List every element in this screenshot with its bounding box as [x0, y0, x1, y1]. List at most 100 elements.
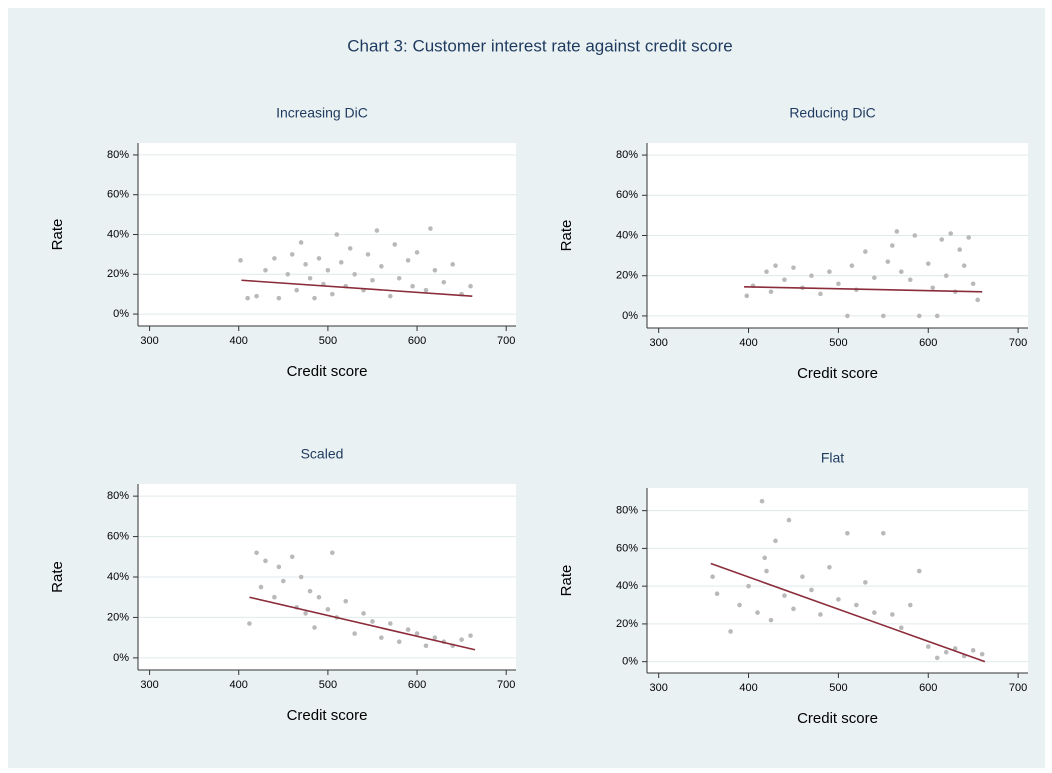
point	[352, 631, 357, 636]
point	[468, 283, 473, 289]
x-tick-label: 700	[1009, 682, 1027, 694]
y-tick-label: 60%	[107, 530, 129, 542]
point	[952, 646, 958, 651]
point	[316, 256, 322, 261]
point	[970, 648, 976, 653]
point	[925, 261, 931, 266]
y-tick-label: 0%	[113, 308, 129, 320]
y-tick-label: 40%	[616, 580, 638, 592]
point	[872, 610, 877, 615]
point	[827, 564, 832, 570]
x-tick-label: 500	[319, 679, 337, 691]
point	[948, 231, 954, 236]
point	[405, 258, 411, 263]
x-axis-label: Credit score	[797, 710, 878, 727]
point	[410, 283, 415, 289]
point	[276, 564, 282, 570]
point	[316, 594, 322, 600]
point	[737, 602, 742, 608]
y-tick-label: 40%	[107, 571, 129, 583]
x-axis-label: Credit score	[287, 707, 368, 724]
y-tick-label: 0%	[113, 652, 129, 664]
x-tick-label: 400	[230, 679, 248, 691]
point	[414, 250, 420, 255]
point	[361, 611, 366, 616]
point	[863, 249, 868, 254]
point	[272, 256, 277, 261]
point	[330, 291, 335, 297]
point	[773, 263, 778, 268]
point	[762, 555, 768, 561]
y-tick-label: 60%	[616, 189, 638, 201]
point	[303, 262, 308, 267]
point	[387, 621, 393, 626]
point	[370, 619, 375, 624]
x-tick-label: 500	[829, 682, 847, 694]
point	[943, 649, 949, 655]
y-tick-label: 20%	[616, 618, 638, 630]
point	[289, 554, 295, 560]
point	[450, 262, 456, 267]
point	[881, 531, 886, 536]
point	[744, 293, 750, 299]
point	[281, 578, 286, 584]
fit-line	[744, 285, 983, 293]
point	[343, 598, 349, 604]
point	[773, 538, 778, 544]
y-tick-label: 20%	[616, 270, 638, 282]
x-tick-label: 700	[497, 679, 515, 691]
point	[710, 574, 715, 580]
point	[916, 568, 922, 574]
y-tick-label: 80%	[616, 149, 638, 161]
point	[254, 550, 259, 556]
point	[379, 635, 384, 640]
point	[934, 313, 940, 319]
point	[966, 235, 971, 240]
point	[428, 226, 433, 231]
point	[907, 602, 913, 608]
point	[432, 635, 438, 640]
point	[307, 588, 313, 594]
point	[352, 271, 357, 277]
y-tick-label: 40%	[616, 229, 638, 241]
point	[791, 606, 796, 612]
point	[396, 275, 402, 281]
point	[441, 279, 447, 285]
x-tick-label: 300	[140, 679, 158, 691]
point	[714, 591, 720, 597]
point	[809, 587, 814, 593]
x-tick-label: 300	[650, 337, 668, 349]
y-axis-label: Rate	[49, 561, 66, 593]
point	[898, 625, 904, 630]
point	[979, 651, 985, 657]
point	[939, 237, 945, 242]
x-axis-label: Credit score	[287, 363, 368, 380]
point	[392, 242, 398, 247]
point	[245, 295, 250, 301]
point	[263, 268, 268, 273]
point	[325, 607, 331, 612]
x-tick-label: 500	[829, 337, 847, 349]
point	[898, 269, 904, 274]
y-axis-label: Rate	[558, 220, 575, 252]
panel-title: Reducing DiC	[789, 105, 875, 121]
y-tick-label: 0%	[622, 310, 638, 322]
x-tick-label: 600	[408, 335, 426, 347]
y-tick-label: 80%	[107, 490, 129, 502]
y-axis-label: Rate	[49, 219, 66, 251]
point	[285, 271, 291, 277]
panel-title: Flat	[821, 450, 844, 466]
point	[818, 291, 823, 297]
point	[307, 275, 313, 281]
point	[925, 644, 931, 649]
point	[786, 517, 792, 523]
point	[423, 643, 429, 649]
point	[800, 574, 805, 580]
point	[414, 631, 420, 636]
point	[303, 611, 308, 616]
point	[782, 277, 787, 283]
plot-area	[647, 488, 1028, 673]
x-tick-label: 400	[739, 337, 757, 349]
point	[459, 637, 464, 642]
